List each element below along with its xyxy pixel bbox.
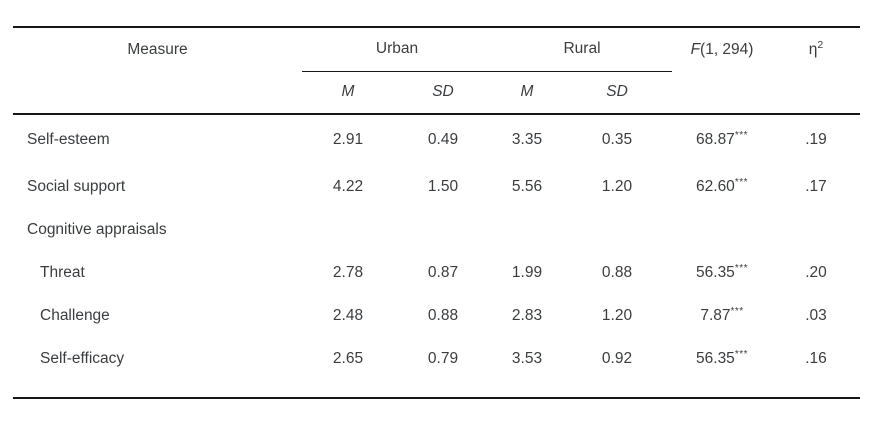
urban-sd-value: 0.87 bbox=[427, 263, 459, 281]
rural-sd-value: 0.92 bbox=[601, 349, 633, 367]
row-subheader-label: Cognitive appraisals bbox=[27, 220, 167, 238]
urban-sd-value: 0.79 bbox=[427, 349, 459, 367]
table-row-self-esteem: Self-esteem 2.91 0.49 3.35 0.35 68.87***… bbox=[13, 114, 860, 165]
f-value: 56.35*** bbox=[672, 337, 772, 380]
spacer-cell bbox=[13, 380, 860, 398]
table-row-self-efficacy: Self-efficacy 2.65 0.79 3.53 0.92 56.35*… bbox=[13, 337, 860, 380]
significance-stars: *** bbox=[734, 348, 748, 360]
header-row-groups: Measure Urban Rural F(1, 294) η2 bbox=[13, 27, 860, 72]
empty-cell bbox=[302, 208, 394, 251]
urban-mean-value: 2.78 bbox=[332, 263, 364, 281]
urban-sd-value: 1.50 bbox=[427, 177, 459, 195]
eta-exponent: 2 bbox=[817, 38, 824, 51]
row-label: Challenge bbox=[40, 306, 110, 324]
empty-cell bbox=[492, 208, 562, 251]
urban-mean-value: 2.65 bbox=[332, 349, 364, 367]
rural-group-header: Rural bbox=[492, 27, 673, 72]
row-label: Self-esteem bbox=[27, 131, 110, 148]
rural-mean-value: 2.83 bbox=[511, 306, 543, 324]
table-row-challenge: Challenge 2.48 0.88 2.83 1.20 7.87*** .0… bbox=[13, 294, 860, 337]
urban-sd-header: SD bbox=[394, 71, 492, 115]
rural-mean-value: 1.99 bbox=[511, 263, 543, 281]
significance-stars: *** bbox=[734, 176, 748, 188]
empty-cell bbox=[394, 208, 492, 251]
eta-squared-value: .16 bbox=[805, 349, 827, 367]
measure-header: Measure bbox=[127, 40, 188, 58]
f-number: 56.35 bbox=[696, 349, 735, 367]
rural-mean-header: M bbox=[492, 71, 562, 115]
eta-squared-header: η2 bbox=[772, 27, 860, 71]
urban-mean-value: 2.91 bbox=[332, 131, 364, 148]
empty-cell bbox=[772, 208, 860, 251]
f-value: 62.60*** bbox=[672, 165, 772, 208]
eta-squared-value: .17 bbox=[805, 177, 827, 195]
table-row-social-support: Social support 4.22 1.50 5.56 1.20 62.60… bbox=[13, 165, 860, 208]
urban-mean-value: 2.48 bbox=[332, 306, 364, 324]
statistics-table: Measure Urban Rural F(1, 294) η2 M SD M … bbox=[13, 26, 861, 399]
urban-sd-value: 0.49 bbox=[427, 131, 459, 148]
rural-sd-value: 0.35 bbox=[601, 131, 633, 148]
empty-header-cell bbox=[772, 71, 861, 115]
row-label: Social support bbox=[27, 177, 126, 195]
f-number: 56.35 bbox=[696, 263, 735, 281]
urban-group-header: Urban bbox=[302, 27, 492, 72]
urban-mean-header: M bbox=[302, 71, 394, 115]
table-row-threat: Threat 2.78 0.87 1.99 0.88 56.35*** .20 bbox=[13, 251, 860, 294]
table-bottom-spacer bbox=[13, 380, 860, 398]
empty-header-cell bbox=[672, 71, 773, 115]
rural-sd-value: 1.20 bbox=[601, 177, 633, 195]
empty-cell bbox=[672, 208, 772, 251]
rural-sd-value: 1.20 bbox=[601, 306, 633, 324]
significance-stars: *** bbox=[730, 305, 744, 317]
rural-mean-value: 5.56 bbox=[511, 177, 543, 195]
rural-sd-value: 0.88 bbox=[601, 263, 633, 281]
f-symbol: F bbox=[690, 40, 701, 58]
f-number: 68.87 bbox=[696, 131, 735, 148]
f-value: 68.87*** bbox=[672, 114, 772, 165]
eta-squared-value: .20 bbox=[805, 263, 827, 281]
f-value: 56.35*** bbox=[672, 251, 772, 294]
f-degrees-of-freedom: (1, 294) bbox=[700, 40, 754, 58]
f-statistic-header: F(1, 294) bbox=[672, 27, 772, 71]
f-number: 7.87 bbox=[700, 306, 731, 324]
eta-symbol: η bbox=[808, 40, 818, 58]
row-label: Threat bbox=[40, 263, 85, 281]
f-number: 62.60 bbox=[696, 177, 735, 195]
table-row-cognitive-appraisals: Cognitive appraisals bbox=[13, 208, 860, 251]
urban-sd-value: 0.88 bbox=[427, 306, 459, 324]
significance-stars: *** bbox=[734, 262, 748, 274]
row-label: Self-efficacy bbox=[40, 349, 125, 367]
rural-mean-value: 3.53 bbox=[511, 349, 543, 367]
urban-mean-value: 4.22 bbox=[332, 177, 364, 195]
rural-sd-header: SD bbox=[562, 71, 673, 115]
rural-mean-value: 3.35 bbox=[511, 131, 543, 148]
eta-squared-value: .19 bbox=[805, 131, 827, 148]
header-row-stats: M SD M SD bbox=[13, 71, 861, 115]
eta-squared-value: .03 bbox=[805, 306, 827, 324]
empty-header-cell bbox=[13, 71, 302, 115]
empty-cell bbox=[562, 208, 672, 251]
f-value: 7.87*** bbox=[672, 294, 772, 337]
significance-stars: *** bbox=[734, 130, 748, 141]
